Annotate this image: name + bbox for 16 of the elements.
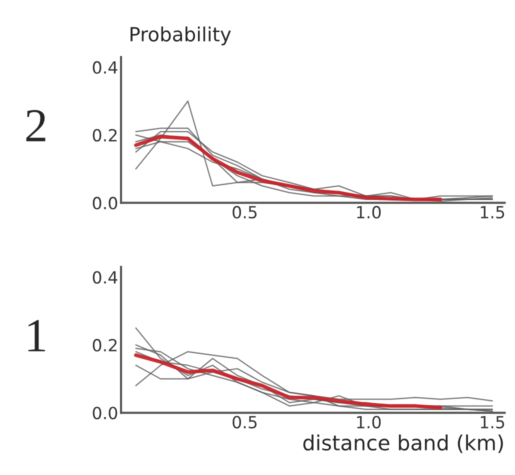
y-tick-label: 0.4 [92,61,118,74]
x-tick-label: 1.5 [480,206,504,219]
y-tick-label: 0.2 [92,338,117,352]
x-tick-label: 1.5 [480,416,504,428]
y-tick-label: 0.0 [92,196,118,210]
x-tick-label: 0.5 [232,416,257,428]
x-tick-label: 1.0 [357,416,381,428]
text: 2 [26,110,46,142]
x-axis-title: distance band (km) [303,434,503,454]
y-axis-title: Probability [130,26,231,46]
y-tick-label: 0.2 [92,128,117,142]
x-tick-label: 1.0 [357,206,381,219]
y-tick-label: 0.0 [92,406,118,420]
x-tick-label: 0.5 [232,206,257,219]
y-tick-label: 0.4 [92,271,118,284]
text: 1 [28,320,46,352]
